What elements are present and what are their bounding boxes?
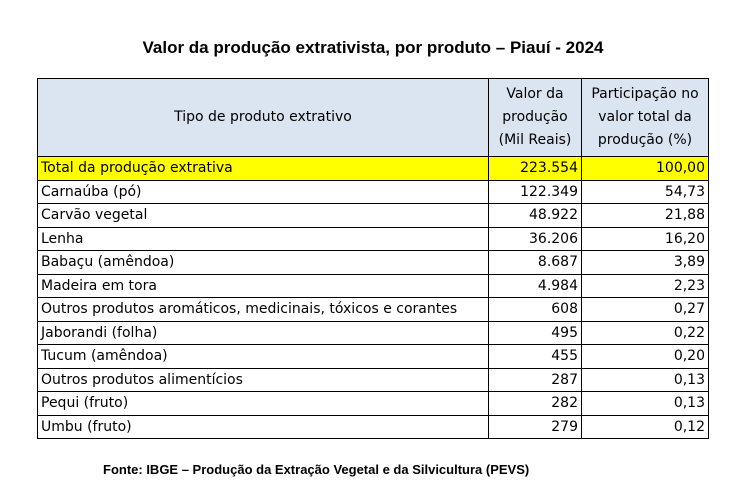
header-share-line: Participação no bbox=[591, 86, 699, 102]
header-product-type: Tipo de produto extrativo bbox=[37, 78, 489, 157]
table-row: Madeira em tora 4.984 2,23 bbox=[37, 273, 709, 298]
row-label: Outros produtos alimentícios bbox=[37, 367, 489, 392]
row-share: 0,22 bbox=[581, 320, 709, 345]
table-row: Lenha 36.206 16,20 bbox=[37, 226, 709, 251]
row-share: 0,20 bbox=[581, 344, 709, 369]
row-value: 8.687 bbox=[488, 250, 582, 275]
row-label: Pequi (fruto) bbox=[37, 391, 489, 416]
total-value: 223.554 bbox=[488, 156, 582, 181]
table-row: Jaborandi (folha) 495 0,22 bbox=[37, 320, 709, 345]
row-share: 0,27 bbox=[581, 297, 709, 322]
row-value: 608 bbox=[488, 297, 582, 322]
row-label: Outros produtos aromáticos, medicinais, … bbox=[37, 297, 489, 322]
header-share-line: produção (%) bbox=[597, 132, 693, 148]
row-label: Carvão vegetal bbox=[37, 203, 489, 228]
row-value: 455 bbox=[488, 344, 582, 369]
row-value: 287 bbox=[488, 367, 582, 392]
row-value: 122.349 bbox=[488, 179, 582, 204]
total-label: Total da produção extrativa bbox=[37, 156, 489, 181]
row-share: 2,23 bbox=[581, 273, 709, 298]
header-value-line: (Mil Reais) bbox=[498, 132, 572, 148]
row-value: 36.206 bbox=[488, 226, 582, 251]
table-row: Babaçu (amêndoa) 8.687 3,89 bbox=[37, 250, 709, 275]
table-header-row: Tipo de produto extrativo Valor da produ… bbox=[37, 78, 709, 157]
table-row: Carvão vegetal 48.922 21,88 bbox=[37, 203, 709, 228]
row-label: Tucum (amêndoa) bbox=[37, 344, 489, 369]
row-label: Jaborandi (folha) bbox=[37, 320, 489, 345]
header-share: Participação no valor total da produção … bbox=[581, 78, 709, 157]
row-share: 0,12 bbox=[581, 414, 709, 439]
row-value: 48.922 bbox=[488, 203, 582, 228]
table-row: Tucum (amêndoa) 455 0,20 bbox=[37, 344, 709, 369]
row-value: 495 bbox=[488, 320, 582, 345]
table-row: Outros produtos alimentícios 287 0,13 bbox=[37, 367, 709, 392]
header-value-line: Valor da bbox=[506, 86, 564, 102]
table-row: Carnaúba (pó) 122.349 54,73 bbox=[37, 179, 709, 204]
row-label: Umbu (fruto) bbox=[37, 414, 489, 439]
production-table: Tipo de produto extrativo Valor da produ… bbox=[37, 78, 709, 439]
page-title: Valor da produção extrativista, por prod… bbox=[142, 38, 604, 57]
row-value: 279 bbox=[488, 414, 582, 439]
row-share: 16,20 bbox=[581, 226, 709, 251]
table-row: Umbu (fruto) 279 0,12 bbox=[37, 414, 709, 439]
row-label: Lenha bbox=[37, 226, 489, 251]
table-row-total: Total da produção extrativa 223.554 100,… bbox=[37, 156, 709, 181]
row-share: 0,13 bbox=[581, 391, 709, 416]
row-label: Babaçu (amêndoa) bbox=[37, 250, 489, 275]
header-production-value: Valor da produção (Mil Reais) bbox=[488, 78, 582, 157]
row-label: Carnaúba (pó) bbox=[37, 179, 489, 204]
row-share: 54,73 bbox=[581, 179, 709, 204]
header-value-line: produção bbox=[502, 109, 568, 125]
row-share: 21,88 bbox=[581, 203, 709, 228]
source-footnote: Fonte: IBGE – Produção da Extração Veget… bbox=[103, 462, 530, 477]
row-value: 282 bbox=[488, 391, 582, 416]
header-share-line: valor total da bbox=[598, 109, 692, 125]
total-share: 100,00 bbox=[581, 156, 709, 181]
table-row: Pequi (fruto) 282 0,13 bbox=[37, 391, 709, 416]
table-row: Outros produtos aromáticos, medicinais, … bbox=[37, 297, 709, 322]
row-share: 3,89 bbox=[581, 250, 709, 275]
row-value: 4.984 bbox=[488, 273, 582, 298]
row-label: Madeira em tora bbox=[37, 273, 489, 298]
row-share: 0,13 bbox=[581, 367, 709, 392]
